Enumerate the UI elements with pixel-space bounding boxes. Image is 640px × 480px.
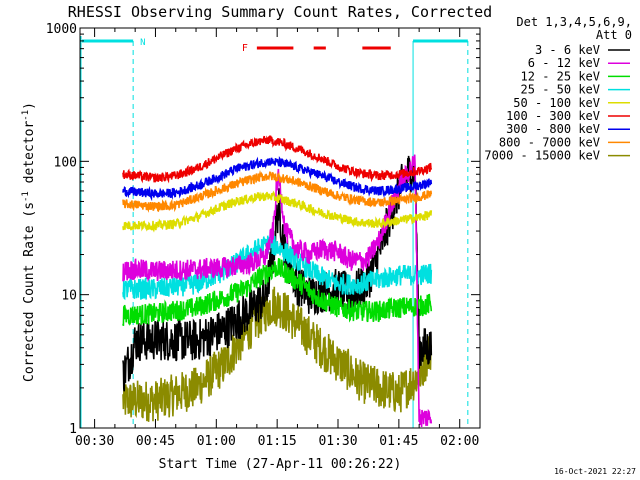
plot-frame <box>79 27 481 429</box>
x-tick-label-1: 00:30 <box>75 434 114 449</box>
legend-header-line1: Det 1,3,4,5,6,9, <box>516 15 632 29</box>
chart-title: RHESSI Observing Summary Count Rates, Co… <box>68 3 492 21</box>
x-axis-label: Start Time (27-Apr-11 00:26:22) <box>159 457 402 472</box>
y-tick-label-4: 1000 <box>46 22 77 37</box>
x-tick-label-3: 01:00 <box>197 434 236 449</box>
x-tick-label-7: 02:00 <box>440 434 479 449</box>
timestamp: 16-Oct-2021 22:27 <box>554 467 636 476</box>
y-axis-label-sup1: -1 <box>21 191 31 202</box>
series-line-3 <box>122 258 433 327</box>
legend-label-3: 12 - 25 keV <box>521 69 600 83</box>
x-tick-label-6: 01:45 <box>379 434 418 449</box>
y-tick-label-3: 100 <box>54 155 77 170</box>
legend-label-2: 6 - 12 keV <box>528 56 600 70</box>
axes: 1 10 100 1000 00:30 00:45 01:00 01:15 01:30 01:45… <box>46 22 481 449</box>
y-axis-label-sup2: -1 <box>21 110 31 121</box>
x-tick-label-4: 01:15 <box>258 434 297 449</box>
series-line-5 <box>122 190 433 233</box>
series-line-4 <box>122 234 433 301</box>
legend-label-6: 100 - 300 keV <box>506 109 600 123</box>
y-axis-label: Corrected Count Rate (s-1 detector-1) <box>21 102 37 382</box>
y-tick-label-1: 1 <box>69 422 77 437</box>
legend-label-5: 50 - 100 keV <box>513 96 600 110</box>
flare-label: F <box>242 43 248 54</box>
series-line-1 <box>122 155 433 392</box>
legend-label-1: 3 - 6 keV <box>535 43 600 57</box>
y-axis-label-end: ) <box>22 102 37 110</box>
night-label: N <box>140 38 145 48</box>
legend-label-8: 800 - 7000 keV <box>499 135 600 149</box>
legend-label-7: 300 - 800 keV <box>506 122 600 136</box>
legend-label-9: 7000 - 15000 keV <box>484 149 600 163</box>
series-line-6 <box>122 135 433 184</box>
y-tick-label-2: 10 <box>61 289 77 304</box>
series-line-2 <box>122 154 433 428</box>
x-tick-label-5: 01:30 <box>318 434 357 449</box>
y-axis-label-mid: detector <box>22 121 37 192</box>
legend-label-4: 25 - 50 keV <box>521 83 600 97</box>
legend-header-line2: Att 0 <box>596 28 632 42</box>
series-line-8 <box>122 169 433 213</box>
series-line-7 <box>122 155 433 202</box>
series-line-9 <box>122 286 433 422</box>
y-axis-label-main: Corrected Count Rate (s <box>22 202 37 382</box>
x-tick-label-2: 00:45 <box>136 434 175 449</box>
